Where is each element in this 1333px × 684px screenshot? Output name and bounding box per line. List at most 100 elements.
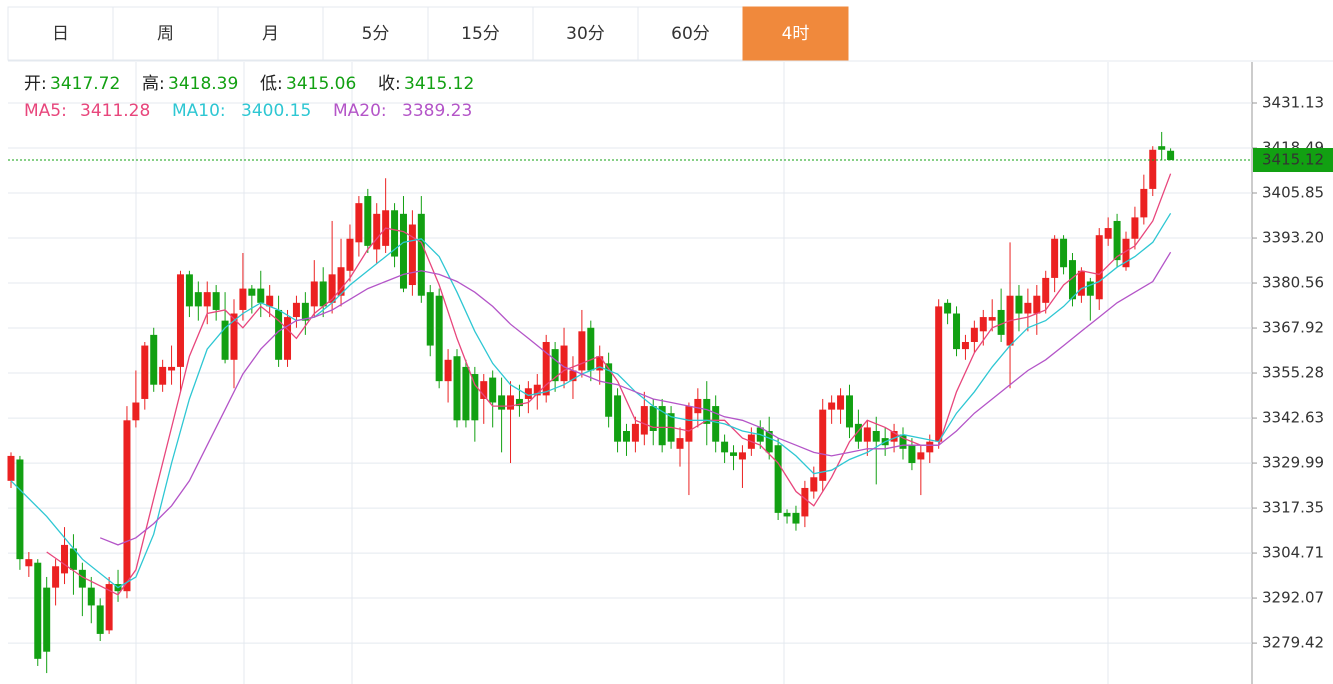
- candle-body: [132, 402, 140, 421]
- candle-body: [346, 238, 354, 271]
- candle-body: [1140, 188, 1148, 218]
- y-tick-label: 3329.99: [1262, 454, 1324, 472]
- candle-body: [1149, 149, 1157, 189]
- candle-body: [61, 544, 69, 574]
- candle-body: [596, 356, 604, 371]
- ma-line: [10, 212, 1172, 589]
- tab-label: 60分: [671, 24, 710, 44]
- candle-body: [168, 366, 176, 371]
- candle-body: [399, 213, 407, 289]
- candle-body: [854, 423, 862, 442]
- candle-body: [462, 366, 470, 421]
- candle-body: [738, 452, 746, 460]
- tab[interactable]: 30分: [532, 6, 639, 61]
- candle-body: [997, 309, 1005, 335]
- candle-body: [1104, 228, 1112, 239]
- candle-body: [631, 423, 639, 442]
- candle-body: [1060, 238, 1068, 268]
- candle-body: [578, 331, 586, 371]
- candle-body: [551, 349, 559, 382]
- legend-value: 3411.28: [80, 101, 150, 121]
- candle-body: [1042, 277, 1050, 303]
- tab-label: 15分: [461, 24, 500, 44]
- candle-body: [212, 292, 220, 310]
- candle-body: [658, 406, 666, 446]
- candle-body: [141, 345, 149, 399]
- tab[interactable]: 4时: [742, 6, 849, 61]
- candle-body: [917, 452, 925, 460]
- candle-body: [16, 459, 24, 560]
- candle-body: [872, 430, 880, 442]
- candle-body: [159, 366, 167, 385]
- candle-body: [266, 295, 274, 307]
- y-tick-label: 3342.63: [1262, 409, 1324, 427]
- candle-body: [471, 374, 479, 421]
- tab-label: 4时: [782, 24, 810, 44]
- candle-body: [801, 487, 809, 517]
- candle-body: [435, 295, 443, 382]
- candle-body: [605, 363, 613, 417]
- y-tick-label: 3355.28: [1262, 364, 1324, 382]
- candle-body: [480, 381, 488, 399]
- tab[interactable]: 周: [112, 6, 219, 61]
- candle-body: [221, 320, 229, 360]
- candle-body: [837, 395, 845, 410]
- tab[interactable]: 月: [217, 6, 324, 61]
- legend-label: MA10:: [172, 101, 226, 121]
- candle-body: [721, 441, 729, 453]
- tab[interactable]: 15分: [427, 6, 534, 61]
- candle-body: [176, 274, 184, 367]
- ohlc-label: 收:: [378, 74, 401, 94]
- last-price-label: 3415.12: [1262, 151, 1324, 169]
- candle-body: [43, 587, 51, 652]
- tab[interactable]: 日: [7, 6, 114, 61]
- y-tick-label: 3304.71: [1262, 544, 1324, 562]
- candle-body: [819, 409, 827, 481]
- candle-body: [908, 445, 916, 464]
- candle-body: [203, 292, 211, 307]
- tab-label: 日: [52, 24, 69, 44]
- ohlc-label: 开:: [24, 74, 47, 94]
- candle-body: [319, 281, 327, 307]
- candle-body: [426, 292, 434, 346]
- candle-body: [489, 377, 497, 403]
- candle-body: [774, 445, 782, 513]
- candle-body: [979, 317, 987, 332]
- candle-body: [783, 512, 791, 517]
- tab[interactable]: 5分: [322, 6, 429, 61]
- candle-body: [373, 213, 381, 250]
- y-tick-label: 3279.42: [1262, 634, 1324, 652]
- candle-body: [712, 406, 720, 442]
- tab-bg: [217, 6, 324, 61]
- candle-body: [828, 402, 836, 410]
- tab[interactable]: 60分: [637, 6, 744, 61]
- candle-body: [507, 395, 515, 410]
- candle-body: [944, 302, 952, 314]
- candle-body: [284, 317, 292, 360]
- candle-body: [1024, 302, 1032, 314]
- candle-body: [622, 430, 630, 442]
- candle-body: [533, 384, 541, 396]
- candle-body: [7, 455, 15, 481]
- candle-body: [87, 587, 95, 606]
- candle-body: [935, 306, 943, 442]
- ohlc-label: 高:: [142, 74, 165, 94]
- candle-body: [25, 559, 33, 567]
- candle-body: [1122, 238, 1130, 268]
- candle-body: [863, 427, 871, 442]
- candle-body: [810, 477, 818, 492]
- ohlc-value: 3417.72: [50, 74, 120, 94]
- legend-label: MA5:: [24, 101, 67, 121]
- legend-label: MA20:: [333, 101, 387, 121]
- candle-body: [703, 398, 711, 424]
- candle-body: [515, 398, 523, 407]
- tab-label: 5分: [362, 24, 390, 44]
- candle-body: [52, 566, 60, 588]
- candle-body: [926, 441, 934, 453]
- candle-body: [1086, 281, 1094, 296]
- candle-body: [364, 196, 372, 246]
- candle-body: [275, 309, 283, 360]
- candle-body: [1095, 235, 1103, 300]
- ohlc-label: 低:: [260, 74, 283, 94]
